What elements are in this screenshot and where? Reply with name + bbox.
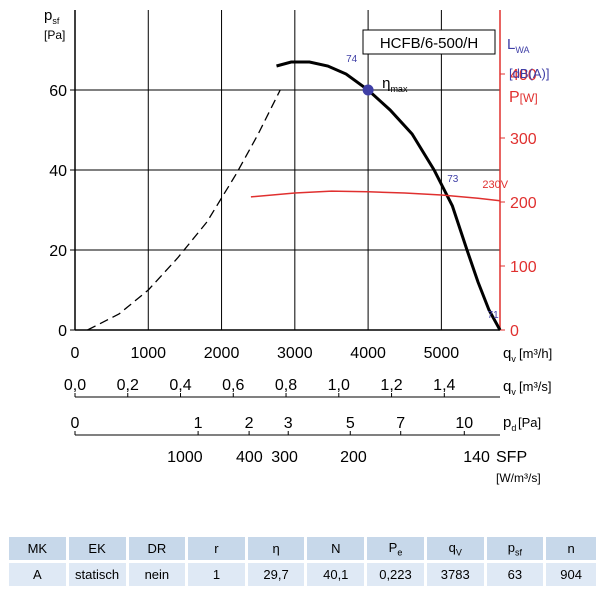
y-axis-unit: [Pa] bbox=[44, 28, 65, 42]
table-header-cell: N bbox=[307, 537, 365, 560]
sound-level-label: 74 bbox=[346, 54, 358, 65]
table-value-cell: A bbox=[9, 563, 66, 586]
table-value-cell: 63 bbox=[486, 563, 544, 586]
y-tick-label: 60 bbox=[49, 83, 67, 100]
table-value-cell: 3783 bbox=[426, 563, 484, 586]
fan-performance-chart: 0204060psf[Pa]0100200300400LWA[dB(A)]P[W… bbox=[44, 7, 552, 485]
qv-m3h-tick-label: 3000 bbox=[277, 345, 313, 362]
sfp-tick-label: 400 bbox=[236, 449, 263, 466]
pd-tick-label: 1 bbox=[194, 415, 203, 432]
qv-m3h-tick-label: 5000 bbox=[424, 345, 460, 362]
table-value-cell: nein bbox=[128, 563, 186, 586]
qv-m3s-tick-label: 0,2 bbox=[117, 377, 139, 394]
y-tick-label: 40 bbox=[49, 163, 67, 180]
qv-m3s-tick-label: 1,0 bbox=[328, 377, 350, 394]
table-header-cell: η bbox=[247, 537, 305, 560]
qv-m3h-axis-unit: [m³/h] bbox=[519, 346, 552, 361]
sfp-tick-label: 1000 bbox=[167, 449, 203, 466]
table-value-cell: 0,223 bbox=[367, 563, 424, 586]
right-y-tick-label: 200 bbox=[510, 195, 537, 212]
qv-m3h-tick-label: 4000 bbox=[350, 345, 386, 362]
pressure-curve bbox=[276, 60, 502, 331]
sfp-tick-label: 140 bbox=[463, 449, 490, 466]
eta-max-point bbox=[362, 84, 374, 96]
pd-tick-label: 10 bbox=[455, 415, 473, 432]
unstable-pressure-curve bbox=[87, 89, 281, 331]
sfp-tick-label: 300 bbox=[271, 449, 298, 466]
right-y-tick-label: 0 bbox=[510, 323, 519, 340]
qv-m3s-tick-label: 1,2 bbox=[380, 377, 402, 394]
qv-m3h-tick-label: 2000 bbox=[204, 345, 240, 362]
pd-axis-unit: [Pa] bbox=[518, 415, 541, 430]
right-y-tick-label: 100 bbox=[510, 259, 537, 276]
qv-m3s-axis-label: qv bbox=[503, 378, 516, 397]
table-header-cell: EK bbox=[68, 537, 126, 560]
table-header-cell: psf bbox=[486, 537, 544, 560]
right-axis-power-label: P[W] bbox=[509, 89, 538, 106]
pd-tick-label: 7 bbox=[396, 415, 405, 432]
table-value-cell: statisch bbox=[68, 563, 126, 586]
qv-m3s-axis-unit: [m³/s] bbox=[519, 379, 552, 394]
table-value-cell: 29,7 bbox=[247, 563, 305, 586]
qv-m3s-tick-label: 0,4 bbox=[169, 377, 191, 394]
sound-level-label: 73 bbox=[447, 174, 459, 185]
y-axis-label: psf bbox=[44, 7, 60, 26]
pd-tick-label: 3 bbox=[284, 415, 293, 432]
model-label-box bbox=[362, 29, 496, 55]
right-axis-lwa-label: LWA bbox=[507, 36, 530, 55]
model-label: HCFB/6-500/H bbox=[380, 35, 478, 52]
qv-m3h-axis-label: qv bbox=[503, 345, 516, 364]
right-y-tick-label: 400 bbox=[510, 67, 537, 84]
right-y-tick-label: 300 bbox=[510, 131, 537, 148]
qv-m3s-tick-label: 0,6 bbox=[222, 377, 244, 394]
sound-level-label: 71 bbox=[488, 310, 500, 321]
qv-m3h-tick-label: 1000 bbox=[130, 345, 166, 362]
table-value-cell: 1 bbox=[188, 563, 245, 586]
table-header-cell: n bbox=[546, 537, 596, 560]
pd-tick-label: 5 bbox=[346, 415, 355, 432]
pd-axis-label: pd bbox=[503, 414, 516, 433]
table-header-cell: r bbox=[188, 537, 245, 560]
power-curve-label: 230V bbox=[482, 179, 508, 191]
table-header-cell: DR bbox=[128, 537, 186, 560]
power-curve-230v bbox=[250, 190, 501, 202]
qv-m3s-tick-label: 0,8 bbox=[275, 377, 297, 394]
table-value-cell: 904 bbox=[546, 563, 596, 586]
table-header-cell: Pe bbox=[367, 537, 424, 560]
table-header-cell: qV bbox=[426, 537, 484, 560]
eta-max-label: ηmax bbox=[382, 75, 408, 94]
table-value-cell: 40,1 bbox=[307, 563, 365, 586]
sfp-axis-unit: [W/m³/s] bbox=[496, 471, 541, 485]
pd-tick-label: 2 bbox=[245, 415, 254, 432]
y-tick-label: 0 bbox=[58, 323, 67, 340]
sfp-tick-label: 200 bbox=[340, 449, 367, 466]
pd-tick-label: 0 bbox=[71, 415, 80, 432]
right-axis-lwa-unit: [dB(A)] bbox=[509, 66, 549, 81]
qv-m3s-tick-label: 0,0 bbox=[64, 377, 86, 394]
sfp-axis-label: SFP bbox=[496, 449, 527, 466]
qv-m3s-tick-label: 1,4 bbox=[433, 377, 455, 394]
qv-m3h-tick-label: 0 bbox=[71, 345, 80, 362]
table-header-row: MK EK DR r η N Pe qV psf n bbox=[9, 537, 596, 560]
y-tick-label: 20 bbox=[49, 243, 67, 260]
table-header-cell: MK bbox=[9, 537, 66, 560]
